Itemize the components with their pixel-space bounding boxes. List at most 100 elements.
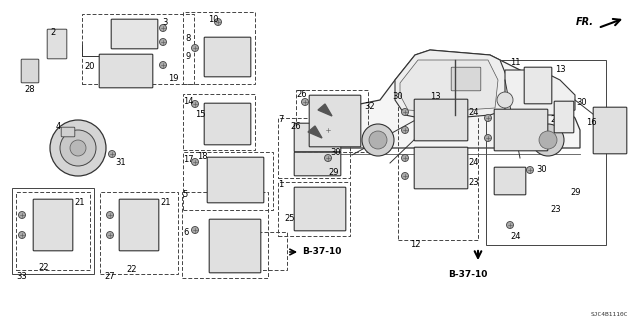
Text: 8: 8	[185, 34, 190, 43]
FancyBboxPatch shape	[47, 29, 67, 59]
Text: 26: 26	[296, 90, 307, 99]
Circle shape	[19, 211, 26, 219]
FancyBboxPatch shape	[99, 54, 153, 88]
Circle shape	[401, 108, 408, 115]
Bar	[486, 60, 606, 245]
FancyBboxPatch shape	[207, 157, 264, 203]
Text: 24: 24	[468, 108, 479, 117]
Circle shape	[159, 25, 166, 32]
Circle shape	[50, 120, 106, 176]
Polygon shape	[505, 70, 575, 115]
Text: FR.: FR.	[576, 17, 594, 27]
Text: 13: 13	[555, 65, 566, 74]
Text: 31: 31	[115, 158, 125, 167]
Circle shape	[527, 167, 534, 174]
Text: 19: 19	[168, 74, 179, 83]
Text: 1: 1	[278, 180, 284, 189]
Text: 9: 9	[185, 52, 190, 61]
Circle shape	[506, 221, 513, 228]
Text: 16: 16	[586, 118, 596, 127]
FancyBboxPatch shape	[61, 127, 75, 137]
FancyBboxPatch shape	[494, 109, 548, 151]
Circle shape	[191, 226, 198, 234]
Text: 30: 30	[576, 98, 587, 107]
Circle shape	[401, 154, 408, 161]
Text: 14: 14	[183, 97, 193, 106]
Circle shape	[106, 211, 113, 219]
Polygon shape	[395, 50, 510, 120]
Text: SJC4B1110C: SJC4B1110C	[591, 312, 628, 317]
Bar	[182, 192, 268, 278]
Text: 27: 27	[104, 272, 115, 281]
Circle shape	[401, 127, 408, 133]
Circle shape	[109, 151, 115, 158]
Circle shape	[324, 154, 332, 161]
Bar	[278, 182, 350, 236]
Circle shape	[532, 124, 564, 156]
Bar	[245, 232, 287, 270]
Polygon shape	[318, 104, 332, 116]
Circle shape	[497, 92, 513, 108]
Circle shape	[401, 173, 408, 180]
Text: 22: 22	[38, 263, 49, 272]
Bar	[16, 192, 90, 270]
Circle shape	[369, 131, 387, 149]
Text: 24: 24	[510, 232, 520, 241]
Text: 7: 7	[278, 115, 284, 124]
Text: 18: 18	[197, 152, 207, 161]
Bar	[183, 94, 255, 150]
Bar	[183, 12, 255, 84]
Text: 23: 23	[550, 205, 561, 214]
Bar	[398, 90, 478, 240]
Bar	[296, 90, 368, 152]
FancyBboxPatch shape	[593, 107, 627, 154]
Circle shape	[484, 135, 492, 142]
Text: 28: 28	[24, 85, 35, 94]
Text: 13: 13	[430, 92, 440, 101]
FancyBboxPatch shape	[294, 187, 346, 231]
Text: 24: 24	[550, 115, 561, 124]
Polygon shape	[308, 126, 322, 138]
Text: 29: 29	[570, 188, 580, 197]
Circle shape	[191, 100, 198, 108]
FancyBboxPatch shape	[111, 19, 158, 49]
FancyBboxPatch shape	[309, 95, 361, 147]
Text: 3: 3	[162, 18, 168, 27]
Bar	[278, 118, 350, 178]
Text: 30: 30	[392, 92, 403, 101]
FancyBboxPatch shape	[33, 199, 73, 251]
Polygon shape	[400, 60, 498, 112]
Text: 25: 25	[284, 214, 294, 223]
Bar	[183, 152, 273, 210]
Text: 4: 4	[56, 122, 61, 131]
Text: 30: 30	[536, 165, 547, 174]
Text: 2: 2	[50, 28, 55, 37]
Text: B-37-10: B-37-10	[448, 270, 488, 279]
Text: 17: 17	[183, 155, 194, 164]
Bar	[82, 14, 194, 84]
Text: 24: 24	[468, 158, 479, 167]
Circle shape	[106, 232, 113, 239]
Circle shape	[159, 62, 166, 69]
FancyBboxPatch shape	[451, 67, 481, 91]
Bar	[100, 192, 178, 274]
Text: 29: 29	[328, 168, 339, 177]
Polygon shape	[335, 50, 580, 148]
Text: 22: 22	[126, 265, 136, 274]
Circle shape	[159, 39, 166, 46]
Text: 30: 30	[330, 148, 340, 157]
Text: 26: 26	[290, 122, 301, 131]
Circle shape	[484, 115, 492, 122]
Text: 21: 21	[160, 198, 170, 207]
FancyBboxPatch shape	[414, 99, 468, 141]
FancyBboxPatch shape	[209, 219, 261, 273]
Circle shape	[191, 159, 198, 166]
FancyBboxPatch shape	[294, 123, 341, 152]
FancyBboxPatch shape	[204, 37, 251, 77]
Text: 32: 32	[364, 102, 374, 111]
Text: B-37-10: B-37-10	[302, 247, 341, 256]
FancyBboxPatch shape	[494, 167, 526, 195]
FancyBboxPatch shape	[204, 103, 251, 145]
FancyBboxPatch shape	[414, 147, 468, 189]
Bar	[12, 188, 94, 274]
